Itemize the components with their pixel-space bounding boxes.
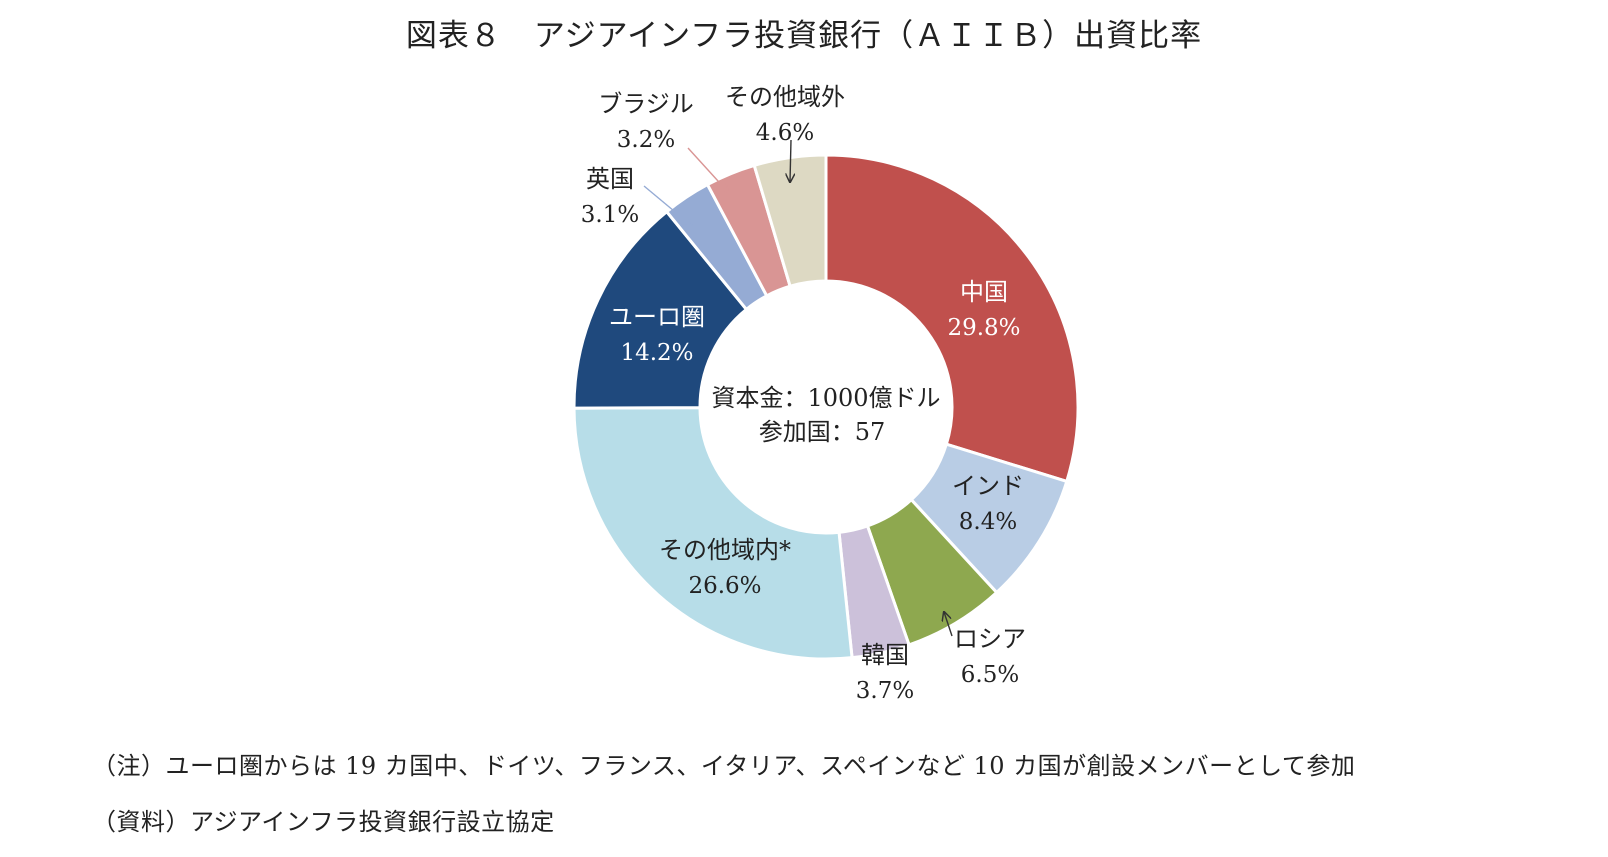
slice-label: 韓国 — [861, 641, 909, 669]
slice-label: ロシア — [954, 625, 1026, 653]
donut-slice — [572, 406, 854, 661]
slice-label: 英国 — [586, 165, 634, 193]
slice-label: インド — [952, 472, 1024, 500]
label-group: 中国 29.8% インド 8.4% ロシア 6.5% 韓国 3.7% その他域内* 26.6% ユー… — [581, 83, 1026, 704]
slice-value-label: 3.2% — [617, 127, 675, 153]
chart-title: 図表８ アジアインフラ投資銀行（ＡＩＩＢ）出資比率 — [405, 18, 1203, 54]
slice-label: 中国 — [960, 278, 1008, 306]
leader-arrow — [643, 185, 692, 226]
slice-value-label: 14.2% — [620, 340, 693, 366]
slice-value-label: 26.6% — [688, 573, 761, 599]
center-text-members: 参加国：57 — [759, 418, 886, 446]
donut-slice — [824, 153, 1080, 484]
slice-label: ブラジル — [598, 90, 694, 118]
leader-line-group — [643, 139, 953, 637]
slice-label: ユーロ圏 — [609, 303, 705, 331]
slice-label: その他域外 — [725, 83, 845, 111]
slice-value-label: 8.4% — [959, 509, 1017, 535]
slice-value-label: 3.7% — [856, 678, 914, 704]
center-text-capital: 資本金：1000億ドル — [711, 384, 940, 412]
source-note: （資料）アジアインフラ投資銀行設立協定 — [92, 808, 555, 836]
slice-value-label: 4.6% — [756, 120, 814, 146]
slice-label: その他域内* — [659, 536, 791, 564]
slice-group — [572, 153, 1080, 661]
leader-arrow — [790, 139, 791, 182]
leader-arrow — [944, 612, 953, 637]
slice-value-label: 3.1% — [581, 202, 639, 228]
donut-slice — [752, 153, 828, 289]
footnote: （注）ユーロ圏からは 19 カ国中、ドイツ、フランス、イタリア、スペインなど 1… — [92, 752, 1356, 780]
slice-value-label: 6.5% — [961, 662, 1019, 688]
leader-arrow — [687, 147, 728, 192]
slice-value-label: 29.8% — [947, 315, 1020, 341]
